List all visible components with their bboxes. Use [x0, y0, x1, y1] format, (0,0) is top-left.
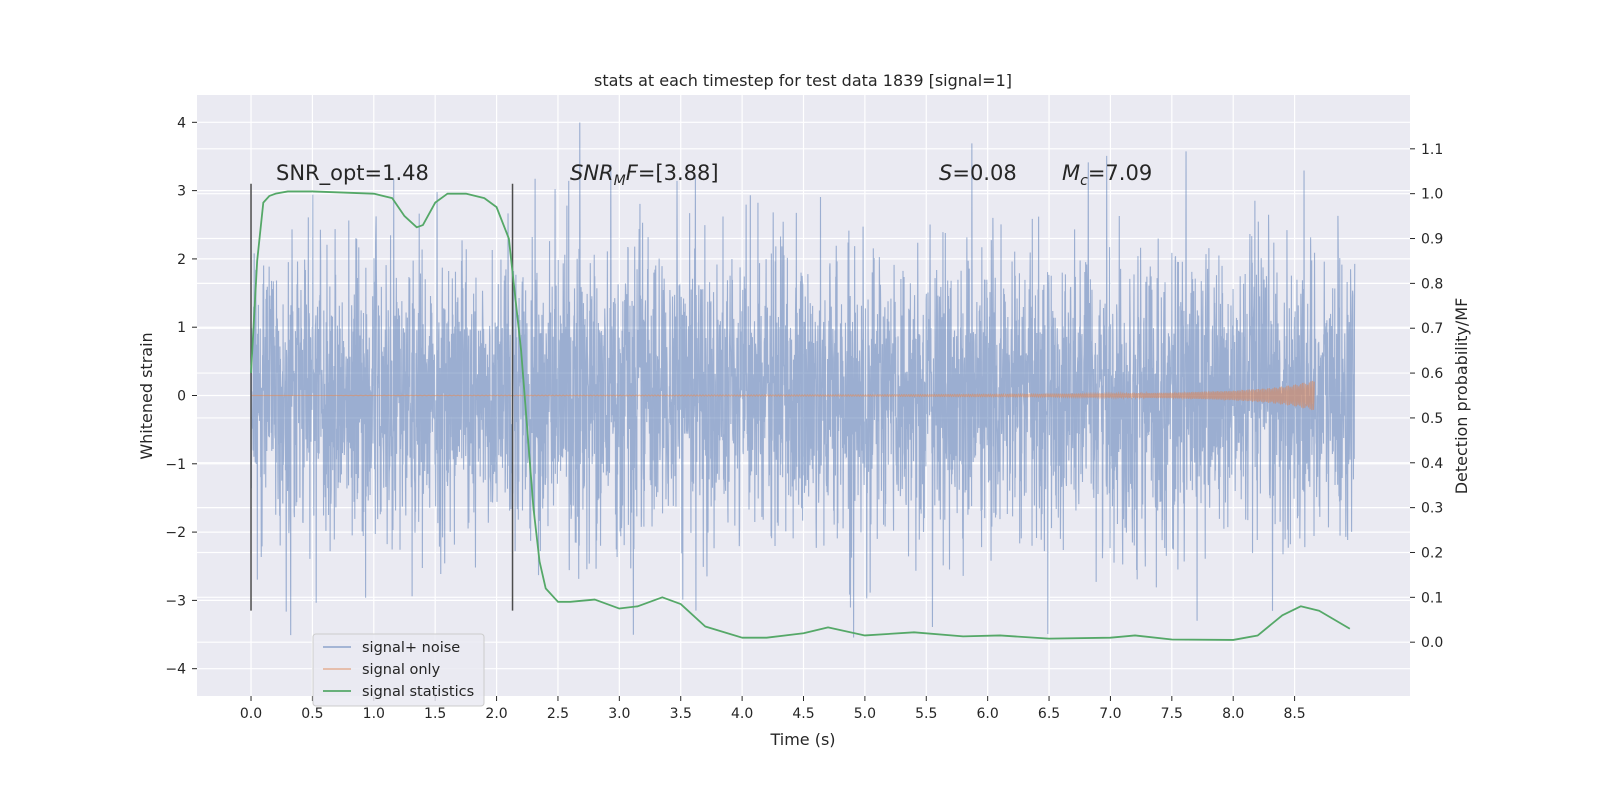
- signal-noise-series: [250, 122, 1356, 638]
- x-tick-label: 3.0: [608, 706, 630, 722]
- legend-label-signal-noise: signal+ noise: [362, 640, 460, 656]
- x-tick-label: 5.0: [854, 706, 876, 722]
- marker-lines: [250, 183, 514, 611]
- y2-axis-label: Detection probability/MF: [1452, 298, 1471, 495]
- x-tick-label: 2.0: [485, 706, 507, 722]
- y2-tick-label: 0.8: [1421, 276, 1443, 292]
- annotation-snr-opt: SNR_opt=1.48: [276, 161, 429, 186]
- signal-statistics-series: [250, 190, 1351, 641]
- y2-tick-label: 0.9: [1421, 232, 1443, 248]
- y2-axis-ticks: 0.0 0.1 0.2 0.3 0.4 0.5 0.6 0.7 0.8 0.9 1.0 1.1: [1410, 142, 1443, 651]
- annotation-snr-mf: SNRMF=[3.88]: [570, 161, 719, 189]
- y-tick-label: 0: [177, 389, 186, 405]
- x-tick-label: 7.0: [1099, 706, 1121, 722]
- y-tick-label: 4: [177, 115, 186, 131]
- legend-box: [312, 633, 485, 707]
- chart-title: stats at each timestep for test data 183…: [594, 71, 1012, 90]
- y2-tick-label: 1.1: [1421, 142, 1443, 158]
- x-axis-ticks: 0.0 0.5 1.0 1.5 2.0 2.5 3.0 3.5 4.0 4.5 5.0 5.5 6.0 6…: [240, 696, 1306, 722]
- legend: signal+ noise signal only signal statist…: [312, 633, 485, 707]
- x-tick-label: 4.0: [731, 706, 753, 722]
- x-tick-label: 0.5: [301, 706, 323, 722]
- legend-label-signal-only: signal only: [362, 662, 441, 678]
- y2-tick-label: 0.0: [1421, 635, 1443, 651]
- y2-tick-label: 0.5: [1421, 411, 1443, 427]
- signal-only-line: [251, 380, 1315, 411]
- y-tick-label: −2: [165, 525, 186, 541]
- y-axis-label: Whitened strain: [137, 332, 156, 459]
- x-tick-label: 2.5: [547, 706, 569, 722]
- x-axis-label: Time (s): [769, 730, 835, 749]
- y-tick-label: −1: [165, 457, 186, 473]
- legend-label-signal-statistics: signal statistics: [362, 684, 474, 700]
- y-tick-label: 2: [177, 252, 186, 268]
- y2-tick-label: 0.7: [1421, 321, 1443, 337]
- y-tick-label: −4: [165, 662, 186, 678]
- x-tick-label: 6.0: [977, 706, 999, 722]
- x-tick-label: 8.0: [1222, 706, 1244, 722]
- y2-tick-label: 0.2: [1421, 545, 1443, 561]
- y2-tick-label: 0.6: [1421, 366, 1443, 382]
- annotation-mc: Mc=7.09: [1062, 161, 1152, 189]
- y2-tick-label: 0.4: [1421, 456, 1443, 472]
- signal-statistics-line: [250, 190, 1351, 641]
- y2-tick-label: 1.0: [1421, 187, 1443, 203]
- y2-tick-label: 0.1: [1421, 590, 1443, 606]
- x-tick-label: 3.5: [670, 706, 692, 722]
- x-tick-label: 8.5: [1283, 706, 1305, 722]
- y-tick-label: 1: [177, 320, 186, 336]
- signal-noise-line: [250, 122, 1356, 638]
- x-tick-label: 6.5: [1038, 706, 1060, 722]
- x-tick-label: 1.0: [363, 706, 385, 722]
- y-tick-label: 3: [177, 184, 186, 200]
- signal-only-series: [251, 380, 1315, 411]
- x-tick-label: 5.5: [915, 706, 937, 722]
- x-tick-label: 7.5: [1161, 706, 1183, 722]
- x-tick-label: 1.5: [424, 706, 446, 722]
- annotation-s: S=0.08: [939, 161, 1017, 185]
- y-axis-ticks: −4 −3 −2 −1 0 1 2 3 4: [165, 115, 197, 678]
- y-tick-label: −3: [165, 593, 186, 609]
- x-tick-label: 4.5: [792, 706, 814, 722]
- y2-tick-label: 0.3: [1421, 501, 1443, 517]
- x-tick-label: 0.0: [240, 706, 262, 722]
